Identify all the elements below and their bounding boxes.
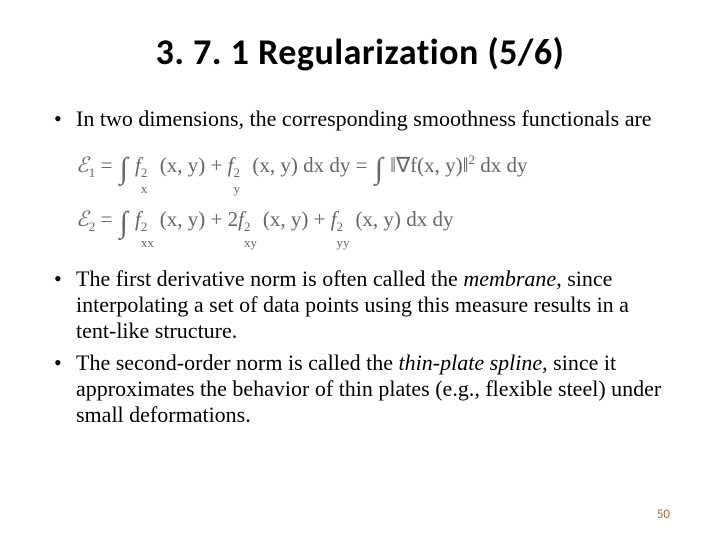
- eq1-eq: =: [95, 153, 117, 177]
- bullet-2: The first derivative norm is often calle…: [50, 266, 670, 344]
- eq2-args3: (x, y): [355, 207, 401, 231]
- eq2-coef: 2: [228, 207, 239, 231]
- eq2-eq: =: [95, 207, 117, 231]
- page-number: 50: [657, 507, 670, 522]
- eq2-args2: (x, y): [263, 207, 309, 231]
- eq1-E: ℰ: [76, 153, 89, 177]
- eq1-eq2: =: [350, 153, 372, 177]
- bullet-list: In two dimensions, the corresponding smo…: [50, 106, 670, 132]
- bullet-1-text: In two dimensions, the corresponding smo…: [76, 106, 652, 131]
- integral-icon: ∫: [118, 196, 130, 250]
- integral-icon: ∫: [373, 142, 385, 196]
- eq2-E: ℰ: [76, 207, 89, 231]
- bullet-3-pre: The second-order norm is called the: [76, 350, 399, 375]
- integral-icon: ∫: [118, 142, 130, 196]
- slide-title: 3. 7. 1 Regularization (5/6): [50, 30, 670, 74]
- bullet-2-pre: The first derivative norm is often calle…: [76, 266, 463, 291]
- equation-block: ℰ1 = ∫ f2x(x, y) + f2y(x, y) dx dy = ∫ ‖…: [76, 142, 670, 250]
- bullet-1: In two dimensions, the corresponding smo…: [50, 106, 670, 132]
- eq2-dxdy: dx dy: [401, 207, 454, 231]
- eq1-plus1: +: [205, 153, 227, 177]
- slide: 3. 7. 1 Regularization (5/6) In two dime…: [0, 0, 720, 540]
- eq2-args1: (x, y): [160, 207, 206, 231]
- eq2-plus1: +: [205, 207, 227, 231]
- eq2-plus2: +: [308, 207, 330, 231]
- bullet-2-em: membrane: [463, 266, 556, 291]
- equation-1: ℰ1 = ∫ f2x(x, y) + f2y(x, y) dx dy = ∫ ‖…: [76, 142, 670, 196]
- bullet-list-2: The first derivative norm is often calle…: [50, 266, 670, 428]
- bullet-3: The second-order norm is called the thin…: [50, 350, 670, 428]
- eq1-dxdy1: dx dy: [298, 153, 351, 177]
- eq1-args2: (x, y): [252, 153, 298, 177]
- eq1-args1: (x, y): [160, 153, 206, 177]
- bullet-3-em: thin-plate spline: [399, 350, 543, 375]
- eq1-grad: ‖∇f(x, y)‖: [390, 153, 468, 177]
- eq1-dxdy2: dx dy: [475, 153, 528, 177]
- equation-2: ℰ2 = ∫ f2xx(x, y) + 2f2xy(x, y) + f2yy(x…: [76, 196, 670, 250]
